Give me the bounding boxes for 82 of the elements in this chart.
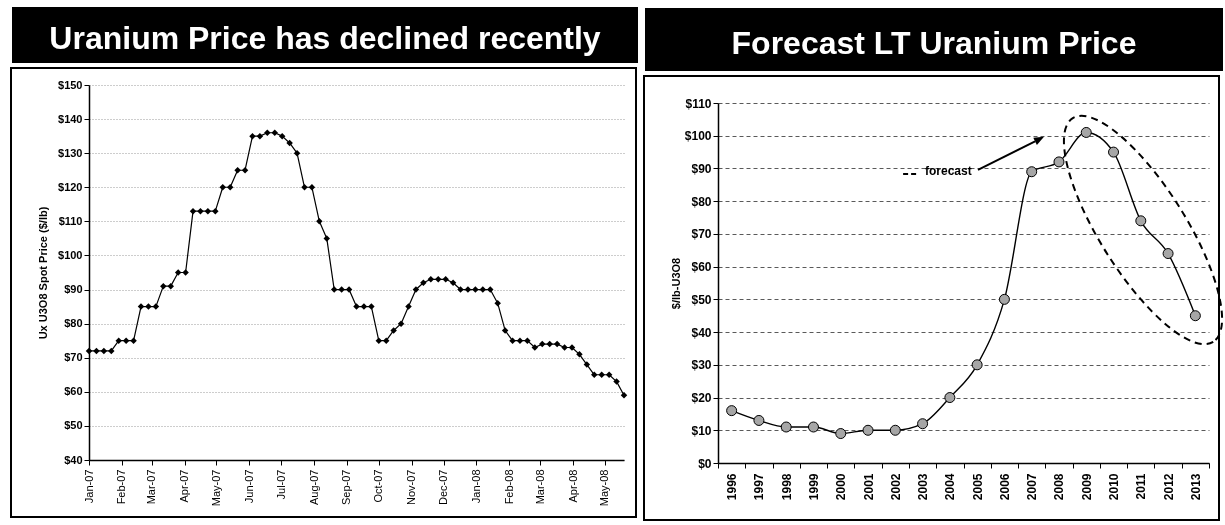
x-tick-label: 2007 <box>1025 473 1040 501</box>
y-axis-title: Ux U3O8 Spot Price ($/lb) <box>37 206 50 340</box>
y-tick-label: $60 <box>64 385 83 398</box>
x-tick-label: 1999 <box>806 473 821 501</box>
y-tick-label: $140 <box>58 112 83 125</box>
point <box>998 293 1010 305</box>
x-tick-label: 2006 <box>997 473 1012 501</box>
x-tick-label: May-08 <box>598 469 611 507</box>
x-tick-label: Jun-07 <box>242 469 255 504</box>
point <box>753 414 765 426</box>
x-tick-label: 1996 <box>725 473 740 501</box>
x-tick-label: Oct-07 <box>372 469 385 503</box>
y-tick-label: $40 <box>691 325 712 340</box>
x-tick-label: Mar-08 <box>533 469 546 505</box>
y-tick-label: $70 <box>64 351 83 364</box>
y-tick-label: $60 <box>691 260 712 275</box>
point <box>1162 248 1174 260</box>
x-tick-label: Feb-08 <box>502 469 515 505</box>
y-tick-label: $130 <box>58 146 83 159</box>
x-tick-label: 2012 <box>1161 473 1176 501</box>
y-tick-label: $80 <box>64 317 83 330</box>
y-tick-label: $150 <box>58 78 83 91</box>
y-tick-label: $50 <box>64 419 83 432</box>
point <box>944 392 956 404</box>
point <box>1108 146 1120 158</box>
x-tick-label: Sep-07 <box>340 469 353 505</box>
point <box>807 421 819 433</box>
y-axis-title: $/lb-U3O8 <box>669 257 682 310</box>
x-tick-label: 2004 <box>943 473 958 501</box>
x-tick-label: Apr-08 <box>566 469 579 503</box>
chart-title: Uranium Price has declined recently <box>49 20 601 56</box>
x-tick-label: 1998 <box>779 473 794 501</box>
y-tick-label: $30 <box>691 358 712 373</box>
point <box>889 424 901 436</box>
y-tick-label: $50 <box>691 292 712 307</box>
point <box>971 359 983 371</box>
y-tick-label: $110 <box>58 214 83 227</box>
x-tick-label: 2009 <box>1079 473 1094 501</box>
x-tick-label: Aug-07 <box>307 469 320 505</box>
x-tick-label: Jan-08 <box>469 469 482 504</box>
point <box>862 424 874 436</box>
x-tick-label: Mar-07 <box>145 469 158 505</box>
x-tick-label: 2013 <box>1188 473 1203 501</box>
x-tick-label: Jan-07 <box>82 469 95 504</box>
y-tick-label: $100 <box>58 248 83 261</box>
point <box>1135 215 1147 227</box>
point <box>1189 310 1201 322</box>
y-tick-label: $80 <box>691 194 712 209</box>
point <box>1080 126 1092 138</box>
point <box>917 418 929 430</box>
y-tick-label: $90 <box>691 161 712 176</box>
x-tick-label: 2010 <box>1107 473 1122 501</box>
point <box>835 428 847 440</box>
y-tick-label: $10 <box>691 423 712 438</box>
y-tick-label: $120 <box>58 180 83 193</box>
y-tick-label: $110 <box>685 96 712 111</box>
y-tick-label: $100 <box>684 129 712 144</box>
x-tick-label: Feb-07 <box>115 469 128 505</box>
y-tick-label: $0 <box>698 456 712 471</box>
x-tick-label: Dec-07 <box>437 469 450 505</box>
point <box>1053 156 1065 168</box>
x-tick-label: 2002 <box>888 473 903 501</box>
x-tick-label: Nov-07 <box>405 469 418 505</box>
annotation: forecast <box>925 164 972 179</box>
x-tick-label: 2005 <box>970 473 985 501</box>
y-tick-label: $90 <box>64 283 83 296</box>
x-tick-label: 2011 <box>1134 473 1149 500</box>
x-tick-label: 2003 <box>916 473 931 501</box>
chart-title: Forecast LT Uranium Price <box>731 24 1137 61</box>
x-tick-label: 2008 <box>1052 473 1067 501</box>
y-tick-label: $20 <box>691 391 712 406</box>
x-tick-label: Jul-07 <box>274 469 287 500</box>
x-tick-label: Apr-07 <box>178 469 191 503</box>
x-tick-label: 1997 <box>752 473 767 501</box>
point <box>726 405 738 417</box>
x-tick-label: 2001 <box>861 473 876 501</box>
x-tick-label: May-07 <box>209 469 222 507</box>
y-tick-label: $70 <box>691 227 712 242</box>
x-tick-label: 2000 <box>834 473 849 501</box>
point <box>780 421 792 433</box>
y-tick-label: $40 <box>64 453 83 466</box>
point <box>1026 166 1038 178</box>
